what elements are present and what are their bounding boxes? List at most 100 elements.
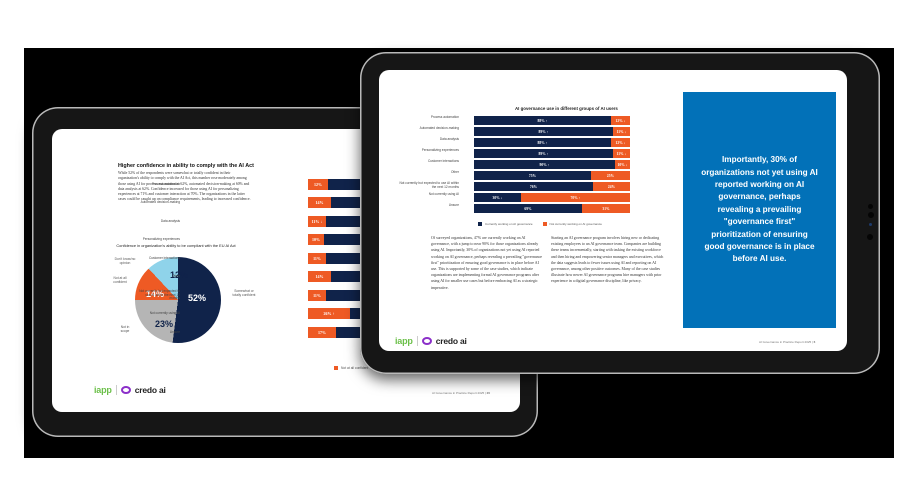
bar-orange: 11% ↓ — [613, 127, 630, 136]
credo-ai-icon — [120, 386, 131, 394]
callout-not-confident: Not at all confident — [113, 276, 127, 285]
page-number: 6 — [813, 340, 816, 344]
callout-not-in-scope: Not in scope — [120, 325, 130, 334]
bar-orange: 11% — [308, 290, 326, 301]
bar-navy: 88% ↑ — [474, 116, 611, 125]
bar-orange: 11% — [308, 253, 326, 264]
body-column-2: Starting an AI governance program involv… — [551, 236, 664, 284]
camera-dot — [868, 212, 874, 218]
bar-orange: 70% ↑ — [521, 193, 630, 202]
camera-dot — [868, 204, 873, 209]
tablet-right-screen: AI governance use in different groups of… — [379, 70, 847, 351]
bar-orange: 24% — [593, 182, 630, 191]
bar-label: Not currently but expected to use AI wit… — [139, 288, 180, 301]
footer-report: AI Governance in Practice Report 2025 | … — [432, 391, 490, 395]
bar-orange: 11% ↓ — [613, 149, 630, 158]
bar-label: Unsure — [448, 203, 459, 207]
page-number: 20 — [486, 391, 490, 395]
bar-label: Data analysis — [160, 218, 180, 223]
bar-navy: 89% ↑ — [474, 149, 613, 158]
chart-title: AI governance use in different groups of… — [515, 106, 618, 111]
bar-label: Other — [172, 273, 180, 278]
pie-chart-title: Confidence in organization's ability to … — [116, 243, 236, 248]
credo-ai-icon — [421, 337, 432, 345]
bar-orange: 26% ↑ — [308, 308, 350, 319]
iapp-logo: iapp — [94, 385, 112, 395]
bar-label: Automated decision-making — [419, 126, 459, 130]
tablet-right: AI governance use in different groups of… — [360, 52, 880, 374]
bar-label: Personalizing experiences — [142, 236, 180, 241]
bar-navy: 76% — [474, 182, 593, 191]
bar-navy: 30% ↓ — [474, 193, 521, 202]
bar-navy: 88% ↑ — [474, 138, 611, 147]
report-title: AI Governance in Practice Report 2025 — [432, 391, 485, 395]
bar-navy — [326, 290, 388, 301]
footer-report: AI Governance in Practice Report 2025 | … — [759, 340, 816, 344]
pie-label-confident: 52% — [188, 293, 207, 303]
bar-orange: 12% — [308, 179, 328, 190]
logo-divider — [416, 336, 418, 346]
legend-label: Not currently working on AI governance — [549, 222, 602, 226]
pie-label-not-confident: 14% — [146, 289, 165, 299]
bar-navy: 75% — [474, 171, 591, 180]
body-text: While 52% of the respondents were somewh… — [118, 171, 251, 202]
bar-label: Automated decision-making — [140, 199, 180, 204]
camera-dot — [867, 234, 873, 240]
callout-box: Importantly, 30% of organizations not ye… — [683, 92, 836, 328]
bar-orange: 11% ↓ — [308, 216, 326, 227]
legend-item-not-current: Not currently working on AI governance — [542, 222, 602, 227]
bar-navy: 69% — [474, 204, 582, 213]
bar-navy — [326, 216, 388, 227]
bar-orange: 12% ↓ — [611, 138, 630, 147]
chart-legend: Currently working on AI governance Not c… — [478, 222, 602, 227]
callout-confident: Somewhat or totally confident — [232, 289, 256, 298]
bar-label: Process automation — [430, 115, 459, 119]
footer-logos: iapp credo ai — [395, 336, 467, 346]
bar-orange: 14% — [308, 271, 331, 282]
legend-swatch — [478, 222, 482, 227]
bar-label: Process automation — [151, 181, 180, 186]
credo-ai-logo: credo ai — [134, 385, 166, 395]
body-column-1: Of surveyed organizations, 47% are curre… — [431, 236, 543, 290]
legend-label: Currently working on AI governance — [485, 222, 533, 226]
bar-orange: 17% — [308, 327, 336, 338]
bar-navy — [328, 179, 388, 190]
pie-label-not-in-scope: 23% — [155, 319, 174, 329]
bar-label: Personalizing experiences — [421, 148, 459, 152]
credo-ai-logo: credo ai — [435, 336, 467, 346]
callout-dont-know: Don't know/no opinion — [114, 257, 136, 266]
eu-chart-legend: Not at all confident — [334, 366, 369, 371]
bar-orange: 14% — [308, 197, 331, 208]
bar-orange: 12% ↓ — [611, 116, 630, 125]
bar-label: Customer interactions — [148, 255, 180, 260]
logo-divider — [115, 385, 117, 395]
footer-logos: iapp credo ai — [94, 385, 166, 395]
legend-label: Not at all confident — [341, 366, 369, 370]
bar-orange: 31% — [582, 204, 630, 213]
section-heading: Higher confidence in ability to comply w… — [118, 163, 254, 169]
bar-label: Not currently but expected to use AI wit… — [399, 181, 459, 189]
bar-label: Data analysis — [439, 137, 459, 141]
bar-navy — [331, 271, 388, 282]
bar-navy — [324, 234, 388, 245]
pie-chart — [134, 256, 222, 344]
pie-label-dont-know: 12% — [170, 270, 189, 280]
iapp-logo: iapp — [395, 336, 413, 346]
bar-label: Customer interactions — [427, 159, 459, 163]
bar-navy — [326, 253, 388, 264]
legend-item-current: Currently working on AI governance — [478, 222, 533, 227]
bar-label: Not currently using AI — [428, 192, 459, 196]
bar-navy: 90% ↑ — [474, 160, 615, 169]
bar-label: Other — [451, 170, 459, 174]
report-title: AI Governance in Practice Report 2025 — [759, 340, 812, 344]
bar-label: Unsure — [169, 329, 180, 334]
bar-label: Not currently using AI — [149, 310, 180, 315]
bar-orange: 25% — [591, 171, 630, 180]
bar-navy: 89% ↑ — [474, 127, 613, 136]
legend-swatch — [334, 366, 338, 371]
bar-orange: 10% — [308, 234, 324, 245]
camera-lens — [869, 223, 872, 226]
bar-navy — [331, 197, 388, 208]
bar-orange: 10% ↓ — [615, 160, 630, 169]
